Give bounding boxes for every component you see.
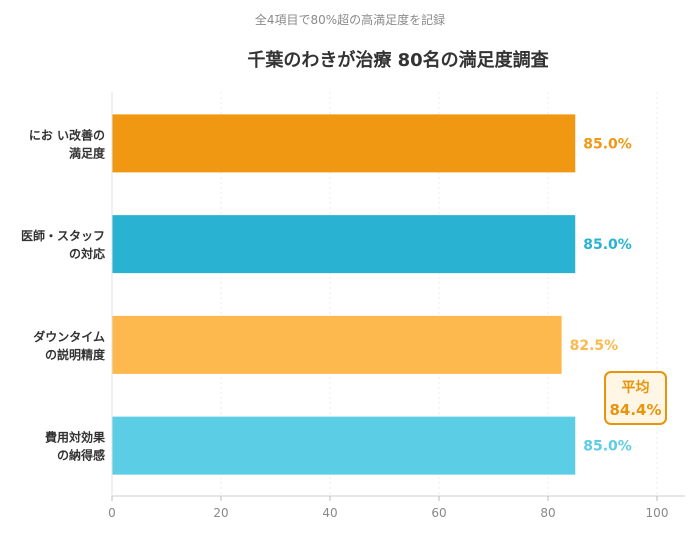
x-tick-label: 20 bbox=[213, 506, 228, 520]
average-callout: 平均 84.4% bbox=[604, 371, 667, 425]
bar-value-label: 85.0% bbox=[583, 237, 632, 253]
bar bbox=[112, 215, 576, 274]
average-label: 平均 bbox=[622, 379, 650, 396]
x-tick-label: 80 bbox=[540, 506, 555, 520]
x-tick-label: 100 bbox=[646, 506, 669, 520]
bar bbox=[112, 315, 562, 374]
category-label: ダウンタイムの説明精度 bbox=[33, 329, 106, 362]
bar bbox=[112, 416, 576, 475]
bars: 85.0% にお い改善の満足度 85.0% 医師・スタッフの対応 82.5% ダウンタイ… bbox=[21, 114, 632, 475]
average-value: 84.4% bbox=[609, 401, 661, 419]
x-tick-label: 60 bbox=[431, 506, 446, 520]
bar bbox=[112, 114, 576, 173]
category-label: 費用対効果の納得感 bbox=[45, 430, 105, 463]
x-tick-label: 0 bbox=[108, 506, 116, 520]
x-axis: 0 20 40 60 80 100 bbox=[108, 92, 685, 520]
average-badge bbox=[604, 371, 667, 425]
category-label: にお い改善の満足度 bbox=[29, 127, 106, 160]
bar-value-label: 85.0% bbox=[583, 439, 632, 455]
category-label: 医師・スタッフの対応 bbox=[21, 228, 105, 261]
chart-subtitle: 全4項目で80%超の高満足度を記録 bbox=[255, 12, 445, 27]
bar-value-label: 85.0% bbox=[583, 136, 632, 152]
x-tick-label: 40 bbox=[322, 506, 337, 520]
bar-value-label: 82.5% bbox=[570, 338, 619, 354]
chart-title: 千葉のわきが治療 80名の満足度調査 bbox=[247, 49, 548, 71]
